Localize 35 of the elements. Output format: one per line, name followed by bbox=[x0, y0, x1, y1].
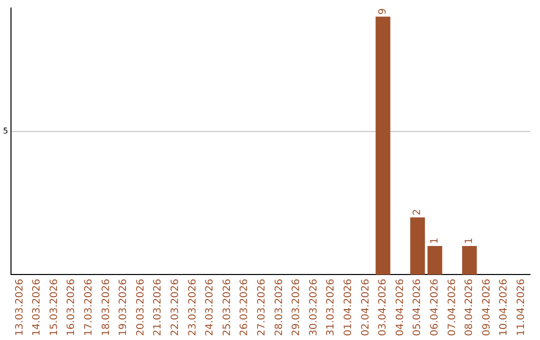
x-tick-label: 21.03.2026 bbox=[152, 278, 164, 336]
x-tick-label: 29.03.2026 bbox=[291, 278, 302, 336]
x-tick-label: 27.03.2026 bbox=[256, 278, 268, 336]
x-tick-label: 08.04.2026 bbox=[464, 278, 476, 336]
x-tick-label: 06.04.2026 bbox=[429, 278, 440, 336]
x-tick-label: 13.03.2026 bbox=[14, 278, 26, 336]
x-tick-label: 01.04.2026 bbox=[342, 278, 354, 336]
y-tick-label: 5 bbox=[2, 126, 8, 136]
x-tick-label: 09.04.2026 bbox=[481, 278, 492, 336]
x-tick-label: 22.03.2026 bbox=[170, 278, 182, 336]
data-label: 2 bbox=[412, 209, 424, 216]
x-tick-label: 04.04.2026 bbox=[394, 278, 406, 336]
x-tick-label: 03.04.2026 bbox=[378, 278, 389, 336]
x-tick-label: 17.03.2026 bbox=[84, 278, 95, 336]
x-tick-label: 11.04.2026 bbox=[516, 278, 527, 336]
x-tick-label: 05.04.2026 bbox=[412, 278, 424, 336]
data-label: 9 bbox=[378, 8, 389, 15]
x-tick-label: 20.03.2026 bbox=[135, 278, 146, 336]
x-tick-label: 16.03.2026 bbox=[66, 278, 78, 336]
x-tick-label: 30.03.2026 bbox=[308, 278, 320, 336]
x-tick-label: 14.03.2026 bbox=[32, 278, 43, 336]
x-tick-label: 18.03.2026 bbox=[100, 278, 112, 336]
x-tick-label: 10.04.2026 bbox=[498, 278, 510, 336]
data-label: 1 bbox=[429, 238, 440, 244]
data-label: 1 bbox=[464, 238, 476, 244]
x-tick-label: 25.03.2026 bbox=[222, 278, 233, 336]
x-tick-label: 31.03.2026 bbox=[326, 278, 337, 336]
x-tick-label: 02.04.2026 bbox=[360, 278, 372, 336]
x-tick-label: 23.03.2026 bbox=[187, 278, 198, 336]
x-tick-label: 19.03.2026 bbox=[118, 278, 130, 336]
x-tick-label: 24.03.2026 bbox=[204, 278, 216, 336]
x-tick-label: 28.03.2026 bbox=[274, 278, 285, 336]
x-tick-label: 26.03.2026 bbox=[239, 278, 250, 336]
x-tick-label: 15.03.2026 bbox=[48, 278, 60, 336]
x-tick-label: 07.04.2026 bbox=[446, 278, 458, 336]
